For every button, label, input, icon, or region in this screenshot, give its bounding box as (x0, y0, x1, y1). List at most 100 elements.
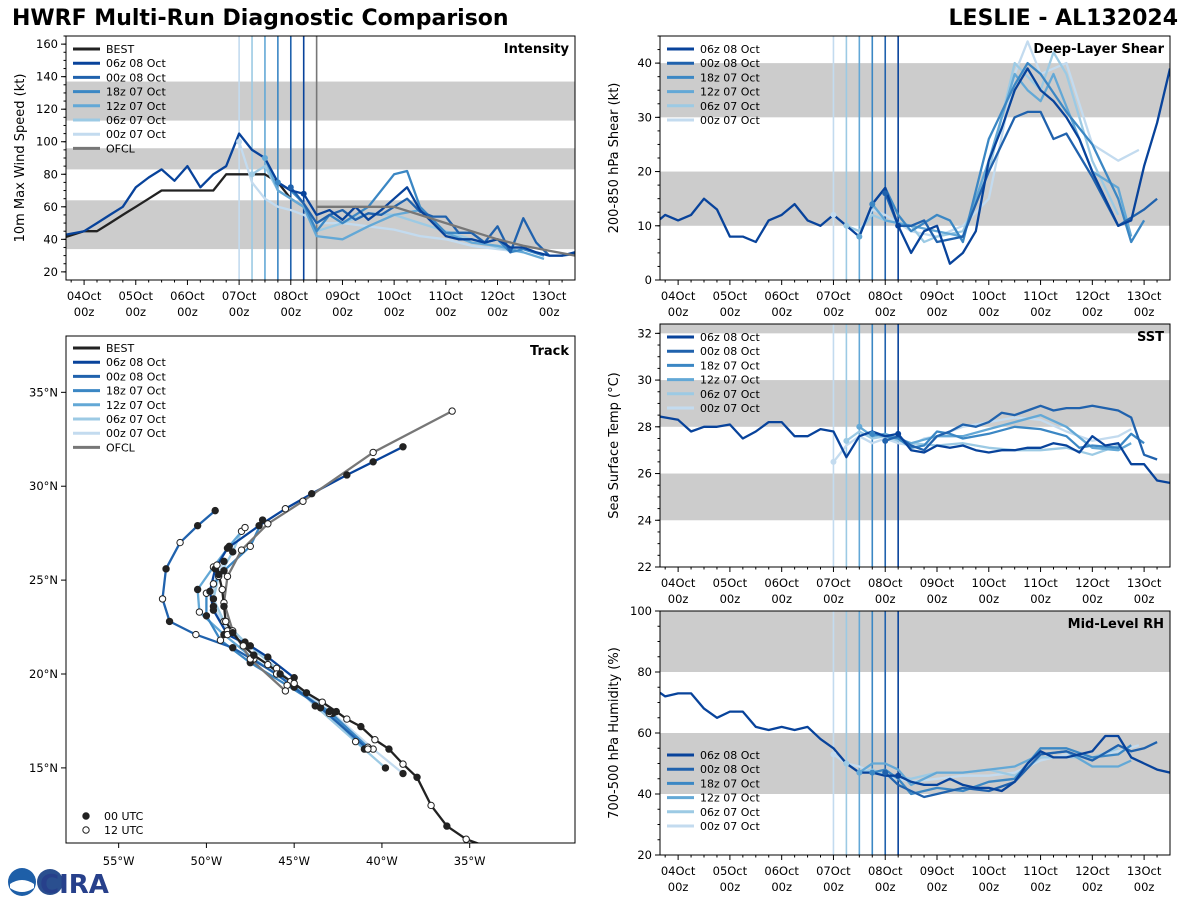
init-marker-12z-07-oct (856, 423, 863, 430)
x-tick-label-hour: 00z (720, 305, 741, 319)
track-point-ofcl (369, 448, 377, 457)
x-tick-label-hour: 00z (978, 880, 999, 894)
threshold-band (660, 324, 1170, 334)
x-tick-label-hour: 00z (823, 880, 844, 894)
y-tick-label: 28 (637, 420, 652, 434)
y-tick-label: 26 (637, 467, 652, 481)
y-tick-label: 80 (43, 167, 58, 181)
x-tick-label-hour: 00z (125, 305, 146, 319)
x-tick-label: 11Oct (1023, 289, 1058, 303)
track-point-00z-08-oct (162, 565, 170, 573)
cira-logo: CIRA (6, 866, 116, 902)
y-tick-label: 20°N (29, 667, 58, 681)
legend-label-ofcl: OFCL (106, 441, 136, 454)
x-tick-label: 08Oct (868, 289, 903, 303)
legend-label-best: BEST (106, 342, 134, 355)
init-marker-06z-08-oct (895, 430, 902, 437)
y-tick-label: 15°N (29, 761, 58, 775)
x-tick-label-hour: 00z (668, 305, 689, 319)
threshold-band (660, 473, 1170, 521)
panel-title: Intensity (504, 42, 570, 57)
plot-area-rh (660, 611, 1170, 855)
page-title: HWRF Multi-Run Diagnostic Comparison (12, 6, 509, 31)
y-tick-label: 60 (43, 200, 58, 214)
y-tick-label: 35°N (29, 385, 58, 399)
series-line-00z-08-oct (884, 404, 1158, 461)
series-line-18z-07-oct (872, 744, 1132, 796)
init-marker-00z-07-oct (830, 211, 837, 218)
series-line-00z-08-oct (884, 110, 1158, 244)
legend-label-00z-08-oct: 00z 08 Oct (700, 345, 760, 358)
track-point-18z-07-oct (246, 542, 254, 551)
legend-label-00z-07-oct: 00z 07 Oct (700, 820, 760, 833)
x-tick-label-hour: 00z (384, 305, 405, 319)
track-point-best (443, 822, 451, 830)
legend-label-00z-08-oct: 00z 08 Oct (700, 763, 760, 776)
legend-label-18z-07-oct: 18z 07 Oct (106, 86, 166, 99)
x-tick-label-hour: 00z (720, 592, 741, 606)
init-marker-06z-07-oct (843, 760, 850, 767)
legend-label-00z-07-oct: 00z 07 Oct (700, 402, 760, 415)
panel-sst: 22 24 26 28 30 32 04Oct 00z 05Oct 00z 06Oct 00z 07Oc… (607, 323, 1171, 606)
y-tick-label: 40 (637, 787, 652, 801)
track-line-best (215, 564, 481, 843)
x-tick-label: 08Oct (274, 289, 309, 303)
track-point-best (250, 651, 258, 659)
series-line-06z-07-oct (845, 430, 1119, 456)
x-tick-label: 12Oct (1075, 864, 1110, 878)
track-point-00z-07-oct (220, 557, 228, 566)
track-point-06z-08-oct (223, 544, 232, 552)
x-tick-label-hour: 00z (823, 305, 844, 319)
y-tick-label: 100 (630, 604, 652, 618)
track-point-best (427, 801, 435, 810)
track-point-best (229, 628, 237, 637)
x-tick-label: 12Oct (1075, 289, 1110, 303)
y-tick-label: 25°N (29, 573, 58, 587)
track-point-ofcl (223, 572, 232, 581)
legend-label-18z-07-oct: 18z 07 Oct (700, 359, 760, 372)
panel-title: Mid-Level RH (1068, 617, 1164, 632)
init-marker-06z-07-oct (843, 222, 850, 229)
y-tick-label: 20 (637, 848, 652, 862)
track-point-00z-08-oct (158, 595, 167, 603)
track-point-best (413, 773, 421, 781)
init-marker-06z-08-oct (895, 772, 902, 779)
axes-frame (65, 335, 576, 844)
track-point-00z-08-oct (176, 538, 184, 547)
init-marker-06z-08-oct (895, 222, 902, 229)
plot-area-sst (660, 324, 1170, 567)
x-tick-label: 35°W (454, 854, 486, 868)
y-axis-label: 10m Max Wind Speed (kt) (13, 74, 28, 243)
legend-label-18z-07-oct: 18z 07 Oct (700, 71, 760, 84)
track-point-06z-08-oct (206, 587, 214, 596)
init-marker-06z-07-oct (843, 437, 850, 444)
track-point-best (332, 707, 340, 716)
track-point-06z-08-oct (264, 653, 272, 661)
panel-title: Track (530, 344, 569, 359)
track-line-ofcl (222, 410, 453, 692)
x-tick-label: 07Oct (816, 864, 851, 878)
track-point-12z-07-oct (241, 523, 249, 532)
x-tick-label-hour: 00z (1030, 305, 1051, 319)
legend-label-12z-07-oct: 12z 07 Oct (106, 100, 166, 113)
x-tick-label: 10Oct (972, 864, 1007, 878)
track-point-best (357, 722, 365, 731)
x-tick-label: 13Oct (1127, 864, 1162, 878)
x-tick-label: 08Oct (868, 864, 903, 878)
y-tick-label: 40 (637, 56, 652, 70)
y-tick-label: 100 (36, 135, 58, 149)
x-tick-label-hour: 00z (668, 592, 689, 606)
plot-area-intensity (66, 36, 575, 280)
marker-legend-label: 00 UTC (104, 810, 144, 823)
track-point-best (220, 602, 228, 611)
legend-label-06z-07-oct: 06z 07 Oct (700, 388, 760, 401)
marker-legend-symbol (82, 826, 90, 834)
threshold-band (660, 171, 1170, 226)
x-tick-label: 11Oct (1023, 864, 1058, 878)
track-point-best (385, 745, 393, 753)
legend-label-06z-07-oct: 06z 07 Oct (700, 806, 760, 819)
init-marker-12z-07-oct (856, 769, 863, 776)
track-point-best (371, 736, 379, 744)
series-line-06z-08-oct (660, 67, 1170, 265)
